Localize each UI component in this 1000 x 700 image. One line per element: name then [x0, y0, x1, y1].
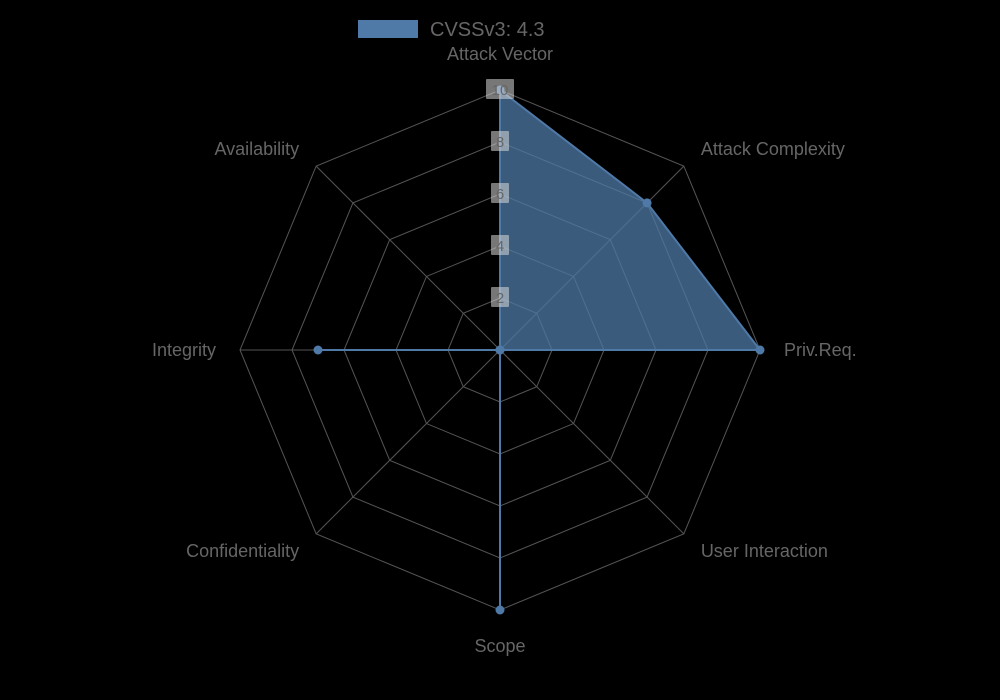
axis-label: Attack Complexity: [701, 139, 845, 159]
axis-label: Priv.Req.: [784, 340, 857, 360]
radar-point: [496, 606, 505, 615]
tick-label: 8: [496, 134, 504, 151]
tick-label: 2: [496, 290, 504, 307]
tick-label: 6: [496, 186, 504, 203]
tick-label: 10: [492, 82, 509, 99]
legend-swatch: [358, 20, 418, 38]
radar-point: [314, 346, 323, 355]
radar-point: [643, 198, 652, 207]
radar-point: [496, 346, 505, 355]
chart-legend: CVSSv3: 4.3: [358, 19, 545, 41]
axis-label: User Interaction: [701, 541, 828, 561]
axis-label: Availability: [214, 139, 299, 159]
axis-label: Integrity: [152, 340, 216, 360]
tick-label: 4: [496, 238, 504, 255]
radar-point: [756, 346, 765, 355]
axis-label: Attack Vector: [447, 44, 553, 64]
axis-label: Confidentiality: [186, 541, 299, 561]
axis-label: Scope: [474, 636, 525, 656]
legend-label: CVSSv3: 4.3: [430, 19, 545, 41]
cvss-radar-chart: 2 4 6 8 10 Attack Vector Attack Complexity Priv…: [0, 0, 1000, 700]
